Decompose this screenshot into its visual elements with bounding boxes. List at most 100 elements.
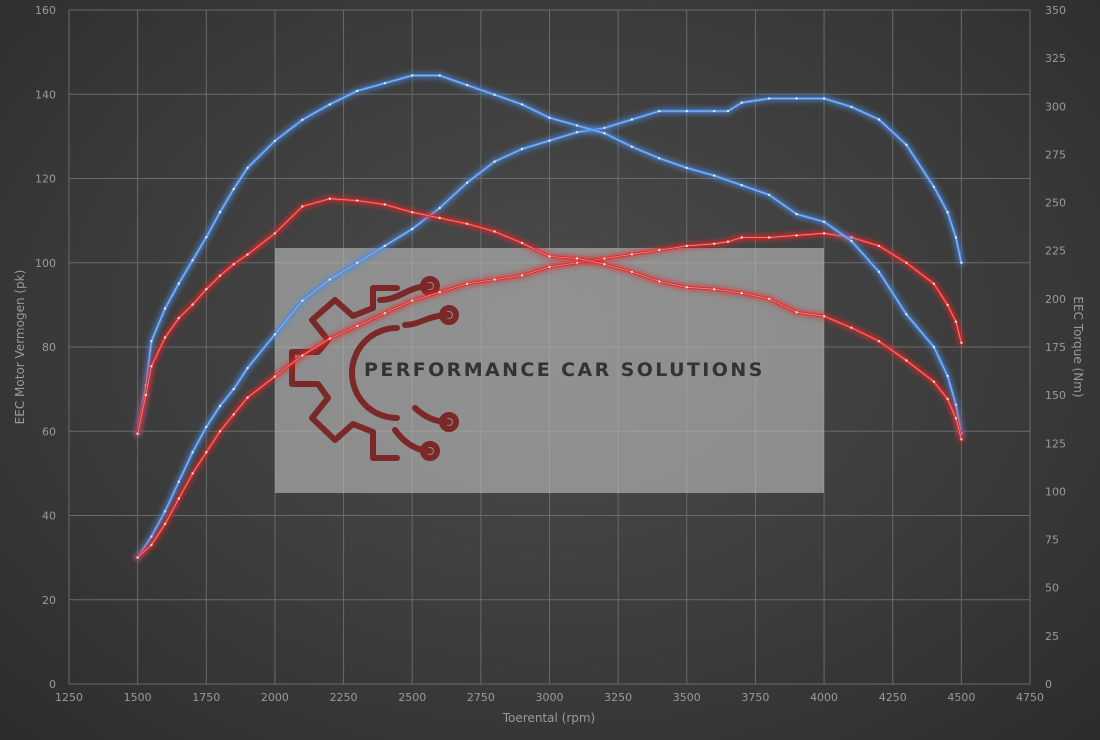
- data-point: [768, 193, 771, 197]
- data-point: [850, 105, 853, 109]
- data-point: [205, 288, 208, 291]
- data-point: [411, 211, 414, 214]
- series-highlight: [137, 198, 962, 440]
- data-point: [768, 236, 771, 239]
- data-point: [822, 315, 826, 318]
- data-point: [548, 139, 551, 142]
- data-point: [218, 211, 222, 214]
- data-point: [932, 282, 936, 285]
- y-axis-right-title: EEC Torque (Nm): [1071, 296, 1085, 397]
- data-point: [246, 253, 249, 256]
- x-tick-label: 4000: [810, 691, 838, 704]
- data-point: [438, 216, 441, 220]
- data-point: [905, 359, 908, 362]
- y2-tick-label: 0: [1045, 678, 1052, 691]
- y-axis-right-ticks: 0 25 50 75 100 125 150 175 200 225 250 275 300 325 350: [1045, 4, 1066, 691]
- data-point: [438, 206, 441, 210]
- data-point: [575, 257, 579, 260]
- data-point: [932, 380, 936, 383]
- data-point: [658, 280, 661, 283]
- y2-tick-label: 175: [1045, 341, 1066, 354]
- data-point: [301, 118, 304, 122]
- data-point: [946, 374, 949, 378]
- watermark: PERFORMANCE CAR SOLUTIONS: [275, 248, 824, 493]
- data-point: [954, 320, 958, 323]
- y-tick-label: 60: [42, 425, 56, 438]
- y2-tick-label: 275: [1045, 148, 1066, 161]
- data-point: [740, 236, 743, 239]
- y-tick-label: 160: [35, 4, 56, 17]
- y2-tick-label: 75: [1045, 534, 1059, 547]
- data-point: [232, 413, 235, 416]
- data-point: [877, 270, 881, 274]
- data-point: [713, 109, 716, 113]
- data-point: [954, 236, 958, 239]
- x-tick-label: 4750: [1016, 691, 1044, 704]
- data-point: [383, 203, 386, 206]
- data-point: [603, 257, 606, 260]
- data-point: [328, 337, 331, 340]
- data-point: [205, 451, 208, 454]
- series-1: [134, 95, 965, 562]
- data-point: [246, 366, 249, 370]
- series-lines: [134, 72, 965, 562]
- data-point: [726, 109, 730, 113]
- data-point: [273, 232, 277, 235]
- data-point: [328, 278, 331, 281]
- data-point: [144, 393, 148, 397]
- data-point: [411, 74, 414, 77]
- data-point: [960, 438, 963, 441]
- data-point: [905, 313, 908, 316]
- data-point: [548, 255, 551, 258]
- data-point: [575, 124, 579, 127]
- data-point: [177, 282, 180, 285]
- data-point: [465, 83, 469, 87]
- data-point: [273, 139, 277, 143]
- y2-tick-label: 300: [1045, 100, 1066, 113]
- y2-tick-label: 325: [1045, 52, 1066, 65]
- data-point: [163, 307, 167, 310]
- data-point: [356, 324, 359, 328]
- data-point: [383, 312, 386, 315]
- data-point: [411, 227, 414, 231]
- watermark-text: PERFORMANCE CAR SOLUTIONS: [364, 359, 765, 381]
- data-point: [603, 126, 606, 130]
- data-point: [740, 291, 743, 295]
- data-point: [493, 230, 496, 233]
- data-point: [205, 425, 208, 429]
- y2-tick-label: 350: [1045, 4, 1066, 17]
- data-point: [768, 297, 771, 301]
- data-point: [465, 222, 469, 225]
- data-point: [685, 109, 688, 113]
- y-tick-label: 20: [42, 594, 56, 607]
- data-point: [328, 197, 331, 200]
- x-tick-label: 2500: [398, 691, 426, 704]
- data-point: [301, 354, 304, 357]
- data-point: [932, 185, 936, 189]
- data-point: [954, 403, 958, 406]
- data-point: [713, 174, 716, 177]
- data-point: [205, 236, 208, 239]
- data-point: [768, 97, 771, 100]
- data-point: [191, 303, 194, 306]
- data-point: [163, 522, 167, 526]
- data-point: [658, 248, 661, 252]
- data-point: [150, 340, 153, 343]
- data-point: [177, 316, 180, 320]
- series-highlight: [137, 98, 962, 558]
- data-point: [877, 118, 881, 121]
- data-point: [246, 166, 249, 170]
- x-tick-label: 4500: [947, 691, 975, 704]
- data-point: [150, 365, 153, 368]
- data-point: [960, 341, 963, 344]
- data-point: [946, 397, 949, 401]
- data-point: [795, 311, 798, 314]
- data-point: [850, 239, 853, 243]
- data-point: [438, 74, 441, 77]
- y2-tick-label: 225: [1045, 245, 1066, 258]
- data-point: [493, 278, 496, 281]
- x-tick-label: 4250: [879, 691, 907, 704]
- data-point: [465, 282, 469, 285]
- data-point: [218, 430, 222, 433]
- series-highlight: [137, 75, 962, 434]
